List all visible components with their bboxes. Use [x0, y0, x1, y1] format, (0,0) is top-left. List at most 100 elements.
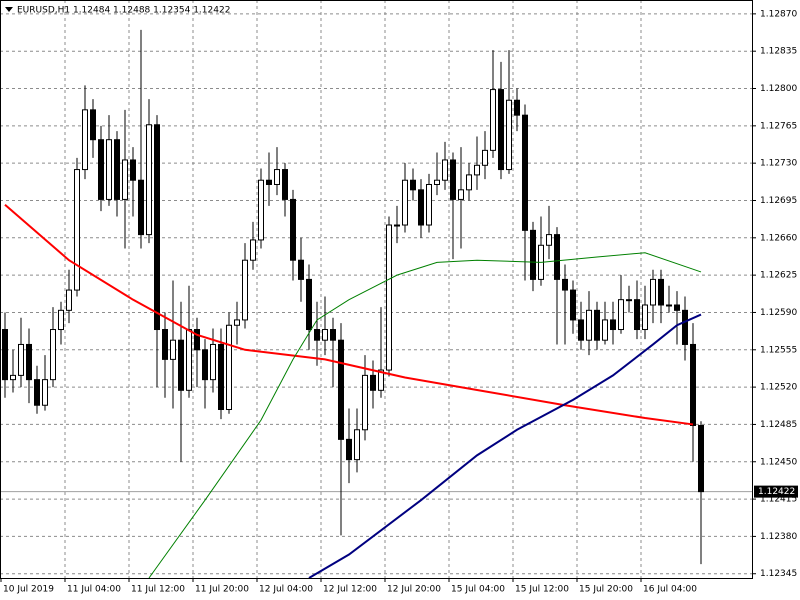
candle-body	[618, 299, 624, 331]
x-tick-label: 12 Jul 12:00	[323, 585, 377, 595]
candle-body	[290, 198, 296, 261]
candle-body	[106, 139, 112, 200]
candle-body	[10, 374, 16, 381]
candle-body	[234, 319, 240, 326]
candle-body	[266, 179, 272, 185]
candle-body	[178, 339, 184, 391]
candle-body	[170, 339, 176, 360]
candle-body	[546, 234, 552, 246]
x-tick-label: 15 Jul 20:00	[579, 585, 633, 595]
candle-body	[562, 278, 568, 291]
candle-body	[306, 278, 312, 331]
y-tick-label: 1.12695	[760, 196, 797, 206]
candle-body	[2, 329, 8, 381]
chart-title: EURUSD,H1 1.12484 1.12488 1.12354 1.1242…	[17, 6, 230, 16]
candle-body	[458, 189, 464, 200]
y-tick-label: 1.12660	[760, 233, 797, 243]
candle-body	[674, 304, 680, 311]
candle-body	[338, 339, 344, 440]
y-tick-label: 1.12835	[760, 47, 797, 57]
candle-body	[122, 159, 128, 200]
y-tick-label: 1.12765	[760, 121, 797, 131]
candle-body	[58, 309, 64, 331]
candle-body	[506, 99, 512, 171]
candle-body	[450, 159, 456, 200]
candle-body	[442, 159, 448, 181]
candle-body	[242, 259, 248, 321]
plot-frame	[0, 0, 753, 579]
candle-body	[138, 179, 144, 236]
candle-body	[90, 109, 96, 141]
candle-body	[386, 224, 392, 371]
candle-body	[650, 278, 656, 306]
candle-body	[426, 183, 432, 226]
candle-body	[602, 319, 608, 341]
candle-body	[626, 299, 632, 302]
candle-body	[666, 304, 672, 307]
candle-body	[394, 224, 400, 227]
y-tick-label: 1.12345	[760, 569, 797, 579]
candle-body	[346, 438, 352, 461]
candle-body	[434, 179, 440, 185]
candle-body	[18, 343, 24, 376]
candle-body	[610, 319, 616, 331]
candle-body	[274, 169, 280, 185]
menu-icon[interactable]	[5, 7, 13, 12]
candle-body	[50, 329, 56, 381]
bid-label: 1.12422	[758, 487, 795, 497]
candle-body	[74, 169, 80, 291]
y-tick-label: 1.12555	[760, 345, 797, 355]
moving-average	[308, 313, 702, 579]
y-tick-label: 1.12380	[760, 532, 797, 542]
x-tick-label: 10 Jul 2019	[3, 585, 54, 595]
candle-body	[522, 114, 528, 231]
x-tick-label: 11 Jul 04:00	[67, 585, 121, 595]
candle-body	[530, 229, 536, 280]
candle-body	[322, 329, 328, 341]
candle-body	[586, 309, 592, 341]
candle-body	[418, 189, 424, 226]
candle-body	[482, 149, 488, 166]
candle-body	[378, 369, 384, 391]
y-tick-label: 1.12625	[760, 271, 797, 281]
candle-body	[98, 139, 104, 200]
candle-body	[594, 309, 600, 341]
y-tick-label: 1.12415	[760, 495, 797, 505]
candle-body	[154, 124, 160, 331]
y-tick-label: 1.12730	[760, 159, 797, 169]
candle-body	[66, 289, 72, 311]
y-tick-label: 1.12590	[760, 308, 797, 318]
y-tick-label: 1.12520	[760, 383, 797, 393]
candle-body	[362, 374, 368, 431]
candle-body	[514, 99, 520, 116]
candle-body	[498, 89, 504, 171]
candle-body	[682, 309, 688, 345]
candle-body	[658, 278, 664, 306]
candle-body	[210, 343, 216, 381]
candle-body	[570, 289, 576, 321]
candle-body	[250, 239, 256, 261]
candle-body	[82, 109, 88, 171]
candle-body	[162, 329, 168, 360]
x-tick-label: 12 Jul 04:00	[259, 585, 313, 595]
candle-body	[34, 379, 40, 406]
candle-body	[354, 429, 360, 461]
candle-body	[130, 159, 136, 181]
candle-body	[202, 349, 208, 381]
candle-body	[42, 379, 48, 406]
moving-average	[148, 252, 702, 579]
moving-average	[4, 203, 694, 426]
candle-body	[370, 374, 376, 391]
candle-body	[194, 329, 200, 351]
candle-body	[690, 343, 696, 427]
plot-layer	[0, 0, 752, 579]
candle-body	[554, 234, 560, 280]
y-tick-label: 1.12485	[760, 420, 797, 430]
y-tick-label: 1.12800	[760, 84, 797, 94]
candle-body	[330, 329, 336, 341]
y-tick-label: 1.12450	[760, 457, 797, 467]
x-tick-label: 11 Jul 20:00	[195, 585, 249, 595]
candle-body	[466, 174, 472, 191]
